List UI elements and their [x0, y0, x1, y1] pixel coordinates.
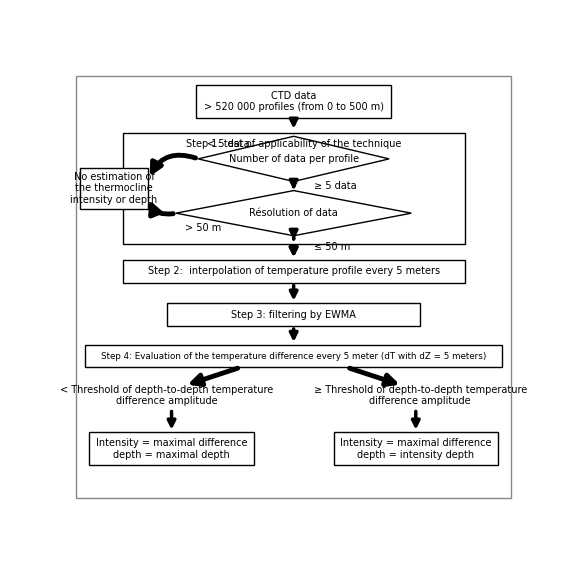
Text: > 50 m: > 50 m	[185, 223, 221, 233]
Text: Résolution of data: Résolution of data	[249, 208, 338, 218]
Text: CTD data
> 520 000 profiles (from 0 to 500 m): CTD data > 520 000 profiles (from 0 to 5…	[203, 91, 384, 112]
Text: Intensity = maximal difference
depth = intensity depth: Intensity = maximal difference depth = i…	[340, 438, 492, 460]
Text: ≥ 5 data: ≥ 5 data	[313, 181, 356, 191]
Bar	[123, 133, 465, 244]
Bar	[85, 345, 503, 367]
Polygon shape	[176, 191, 411, 236]
Text: Step 4: Evaluation of the temperature difference every 5 meter (dT with dZ = 5 m: Step 4: Evaluation of the temperature di…	[101, 351, 486, 360]
Text: Step 3: filtering by EWMA: Step 3: filtering by EWMA	[231, 310, 356, 320]
Bar	[167, 303, 420, 326]
Text: < Threshold of depth-to-depth temperature
difference amplitude: < Threshold of depth-to-depth temperatur…	[61, 385, 274, 406]
Bar	[123, 260, 465, 283]
Text: No estimation of
the thermocline
intensity or depth: No estimation of the thermocline intensi…	[70, 171, 158, 205]
Text: < 5 data: < 5 data	[207, 139, 250, 149]
Bar	[333, 433, 498, 465]
Text: Number of data per profile: Number of data per profile	[229, 154, 359, 164]
Bar	[80, 168, 148, 209]
Text: Step 1: test of applicability of the technique: Step 1: test of applicability of the tec…	[186, 139, 401, 149]
Text: Step 2:  interpolation of temperature profile every 5 meters: Step 2: interpolation of temperature pro…	[148, 266, 439, 276]
Polygon shape	[198, 136, 389, 182]
Bar	[89, 433, 254, 465]
Text: ≥ Threshold of depth-to-depth temperature
difference amplitude: ≥ Threshold of depth-to-depth temperatur…	[313, 385, 527, 406]
Text: Intensity = maximal difference
depth = maximal depth: Intensity = maximal difference depth = m…	[96, 438, 248, 460]
Bar	[196, 85, 391, 118]
Text: ≤ 50 m: ≤ 50 m	[313, 241, 350, 252]
